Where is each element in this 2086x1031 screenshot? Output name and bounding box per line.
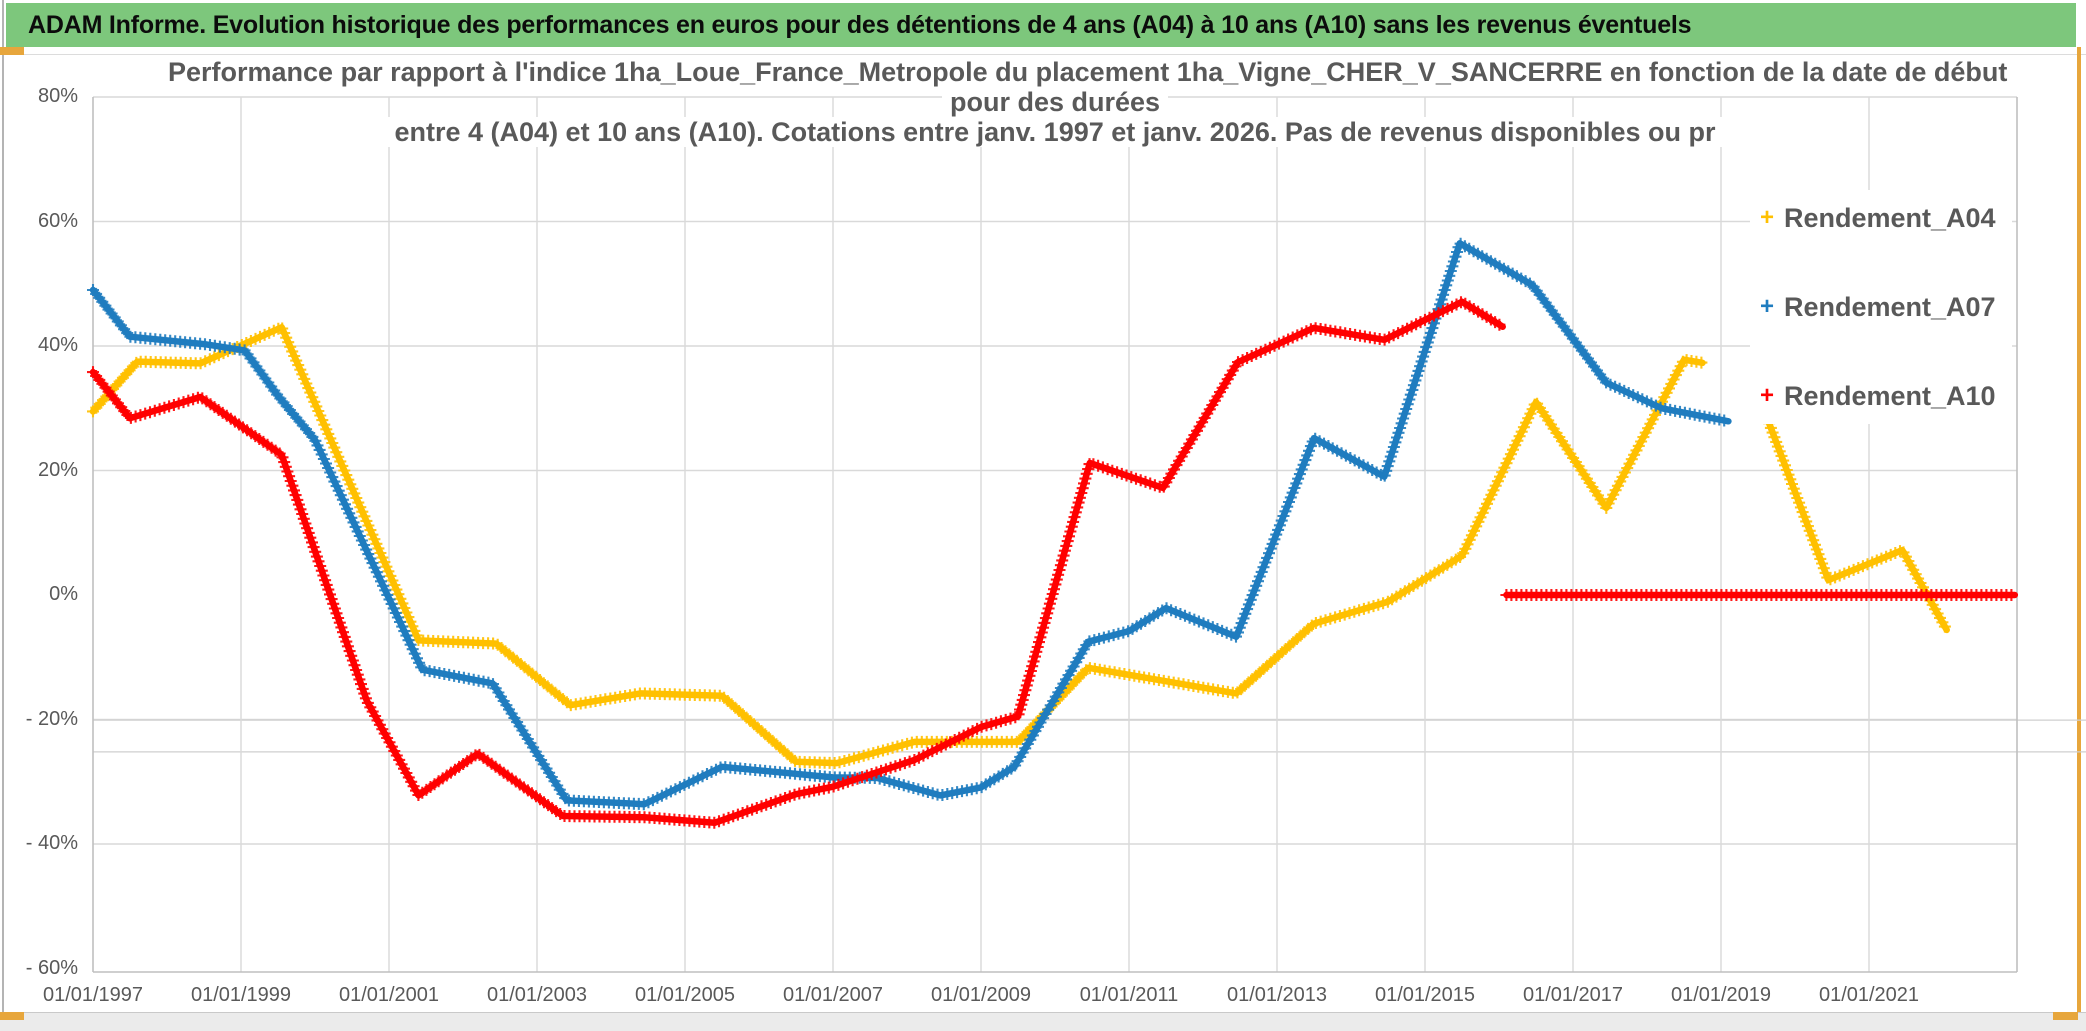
x-tick-label: 01/01/2009 <box>930 984 1032 1006</box>
x-tick-label: 01/01/2013 <box>1226 984 1328 1006</box>
chart-title-line-2: pour des durées <box>941 87 1169 117</box>
y-tick-label: 80% <box>37 85 78 107</box>
x-tick-label: 01/01/2017 <box>1522 984 1624 1006</box>
x-tick-label: 01/01/2003 <box>486 984 588 1006</box>
chart-title-line-1: Performance par rapport à l'indice 1ha_L… <box>160 57 2016 87</box>
x-tick-label: 01/01/2015 <box>1374 984 1476 1006</box>
series-markers-Rendement_A10 <box>1500 589 2018 601</box>
x-tick-label: 01/01/1999 <box>190 984 292 1006</box>
sheet-header-bar[interactable]: ADAM Informe. Evolution historique des p… <box>6 3 2076 47</box>
legend-label: Rendement_A10 <box>1784 380 1996 411</box>
plus-marker-icon: + <box>1759 293 1774 320</box>
y-tick-label: - 20% <box>25 707 78 730</box>
x-tick-label: 01/01/2011 <box>1079 984 1179 1006</box>
y-tick-label: 40% <box>37 334 78 356</box>
page-break-marker-top-left <box>0 47 24 55</box>
x-tick-label: 01/01/2001 <box>338 984 440 1006</box>
page-break-marker-bottom-left <box>0 1012 24 1020</box>
y-tick-label: 20% <box>37 458 78 481</box>
legend-label: Rendement_A04 <box>1784 202 1996 233</box>
plus-marker-icon: + <box>1759 382 1774 409</box>
y-tick-label: 60% <box>37 209 78 232</box>
x-tick-label: 01/01/2019 <box>1670 984 1772 1006</box>
page-title: ADAM Informe. Evolution historique des p… <box>28 10 1692 39</box>
legend-item-rendement-a10: + Rendement_A10 <box>1750 374 2012 418</box>
series-markers-Rendement_A10 <box>87 296 1506 829</box>
x-tick-label: 01/01/2021 <box>1818 984 1920 1006</box>
series-markers-Rendement_A04 <box>87 322 1708 769</box>
bottom-scroll-strip[interactable] <box>0 1012 2086 1031</box>
y-tick-label: - 40% <box>25 832 78 854</box>
x-tick-label: 01/01/2007 <box>782 984 884 1006</box>
window-left-border <box>2 0 4 1012</box>
x-tick-label: 01/01/1997 <box>42 984 144 1006</box>
page-break-line-right <box>2077 47 2081 1013</box>
series-line-Rendement_A04 <box>89 324 1706 767</box>
x-tick-label: 01/01/2005 <box>634 984 736 1006</box>
legend-label: Rendement_A07 <box>1784 291 1996 322</box>
plus-marker-icon: + <box>1759 204 1774 231</box>
series-markers-Rendement_A07 <box>87 237 1731 811</box>
y-tick-label: 0% <box>49 583 78 605</box>
chart-title: Performance par rapport à l'indice 1ha_L… <box>160 57 2016 147</box>
chart-legend: + Rendement_A04 + Rendement_A07 + Rendem… <box>1750 190 2012 424</box>
header-separator <box>24 54 2086 55</box>
legend-item-rendement-a04: + Rendement_A04 <box>1750 196 2012 240</box>
page-break-marker-bottom-right <box>2053 1012 2078 1020</box>
chart-title-line-3: entre 4 (A04) et 10 ans (A10). Cotations… <box>386 117 1724 147</box>
y-tick-label: - 60% <box>25 956 78 979</box>
legend-item-rendement-a07: + Rendement_A07 <box>1750 285 2012 329</box>
